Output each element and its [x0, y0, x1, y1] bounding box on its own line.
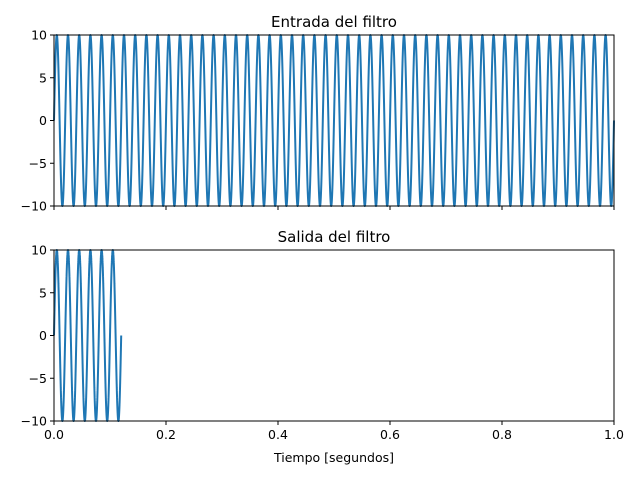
output-y-tick-label: 5 [39, 285, 47, 300]
output-y-ticks: −10 −5 0 5 10 [21, 243, 54, 429]
output-x-tick-label: 0.2 [156, 427, 176, 442]
input-y-tick-label: −10 [21, 199, 47, 214]
output-y-tick-label: −10 [21, 414, 47, 429]
output-x-tick-label: 0.6 [380, 427, 400, 442]
output-x-tick-label: 0.8 [492, 427, 512, 442]
output-x-tick-label: 1.0 [604, 427, 624, 442]
output-x-ticks: 0.0 0.2 0.4 0.6 0.8 1.0 [44, 421, 624, 442]
input-y-ticks: −10 −5 0 5 10 [21, 28, 54, 214]
output-y-tick-label: −5 [29, 371, 47, 386]
input-y-tick-label: 10 [31, 28, 47, 43]
output-y-tick-label: 0 [39, 328, 47, 343]
input-x-ticks [53, 206, 615, 210]
input-signal-line-0 [53, 34, 615, 207]
output-x-tick-label: 0.0 [44, 427, 64, 442]
input-series-group [53, 34, 615, 207]
input-y-tick-label: 5 [39, 70, 47, 85]
output-subplot: Salida del filtro 0.0 0.2 0.4 0.6 0.8 1.0 −10… [21, 228, 624, 465]
input-subplot: Entrada del filtro −10 −5 0 5 10 [21, 13, 615, 214]
input-y-tick-label: −5 [29, 156, 47, 171]
x-axis-label: Tiempo [segundos] [273, 450, 394, 465]
output-x-tick-label: 0.4 [268, 427, 288, 442]
output-series-group [53, 249, 123, 422]
input-y-tick-label: 0 [39, 113, 47, 128]
output-y-tick-label: 10 [31, 243, 47, 258]
input-chart-title: Entrada del filtro [271, 13, 397, 31]
output-chart-title: Salida del filtro [278, 228, 391, 246]
output-signal-line-0 [53, 249, 123, 422]
